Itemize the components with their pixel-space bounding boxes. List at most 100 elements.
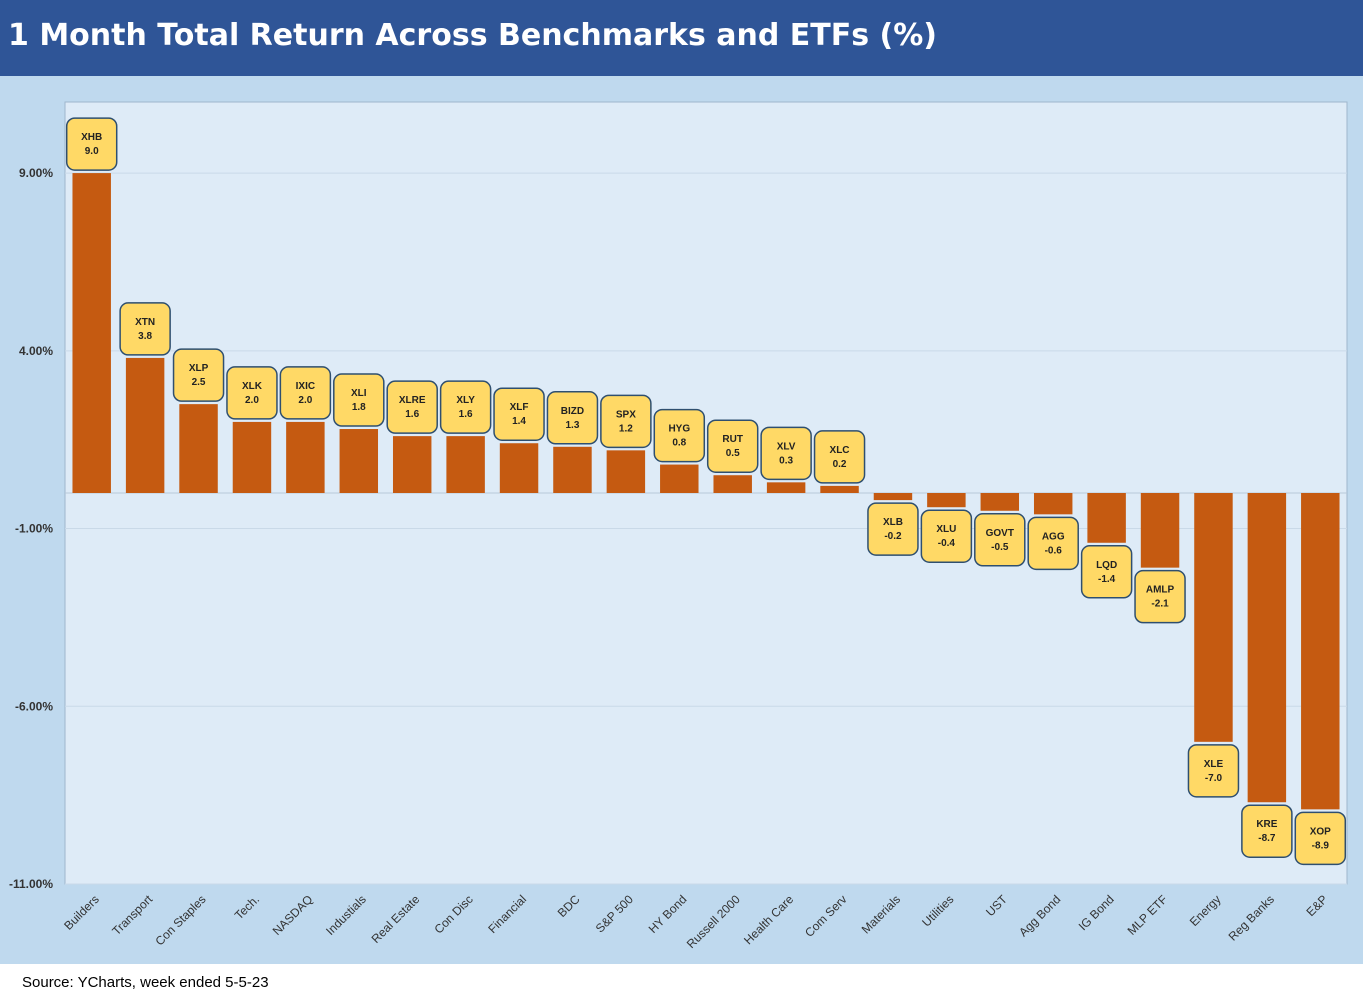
x-tick-label: Con Disc bbox=[431, 892, 475, 936]
ticker-label: XLB bbox=[883, 517, 903, 528]
x-tick-label: Utilities bbox=[919, 892, 956, 929]
bar bbox=[1140, 493, 1180, 568]
data-label-box bbox=[1187, 744, 1240, 798]
x-tick-label: Transport bbox=[109, 892, 155, 938]
bar bbox=[553, 446, 592, 493]
ticker-label: XLC bbox=[830, 445, 850, 456]
ticker-label: AGG bbox=[1042, 531, 1065, 542]
data-label-box bbox=[386, 380, 438, 434]
bar bbox=[820, 485, 859, 493]
data-label: 0.3 bbox=[779, 455, 793, 466]
y-tick-label: 4.00% bbox=[19, 344, 53, 358]
data-label: 1.3 bbox=[566, 420, 580, 431]
bar bbox=[1033, 493, 1073, 515]
bar bbox=[72, 173, 111, 493]
x-tick-label: E&P bbox=[1304, 892, 1331, 919]
data-label: 1.2 bbox=[619, 423, 633, 434]
data-label: 0.5 bbox=[726, 448, 740, 459]
data-label-box bbox=[760, 426, 812, 481]
data-label-box bbox=[867, 502, 919, 556]
bar bbox=[1087, 493, 1126, 543]
data-label-box bbox=[1080, 545, 1133, 599]
chart-area: 9.00% 4.00% -1.00% -6.00% -11.00% XHB 9.0 Build… bbox=[0, 76, 1363, 964]
data-label: -0.6 bbox=[1045, 545, 1063, 556]
ticker-label: XLY bbox=[456, 395, 475, 406]
bar bbox=[713, 475, 752, 493]
data-label-box bbox=[279, 366, 332, 420]
x-tick-label: Com Serv bbox=[802, 892, 850, 940]
y-tick-label: -6.00% bbox=[15, 699, 53, 713]
x-tick-label: Industials bbox=[323, 892, 369, 938]
y-tick-label: -1.00% bbox=[15, 522, 53, 536]
data-label-box bbox=[600, 394, 652, 449]
ticker-label: IXIC bbox=[296, 381, 315, 392]
bar bbox=[232, 421, 272, 493]
x-tick-label: NASDAQ bbox=[270, 892, 316, 938]
data-label: -8.7 bbox=[1258, 833, 1276, 844]
ticker-label: XTN bbox=[135, 317, 155, 328]
ticker-label: RUT bbox=[722, 434, 743, 445]
bar bbox=[980, 493, 1020, 511]
x-tick-label: Real Estate bbox=[369, 892, 423, 946]
x-tick-label: Reg Banks bbox=[1226, 892, 1277, 943]
data-label: 1.6 bbox=[459, 409, 473, 420]
ticker-label: XOP bbox=[1310, 826, 1331, 837]
data-label-box bbox=[546, 391, 599, 445]
source-note: Source: YCharts, week ended 5-5-23 bbox=[22, 974, 269, 991]
data-label: 1.8 bbox=[352, 402, 366, 413]
data-label-box bbox=[813, 430, 866, 484]
x-tick-label: Con Staples bbox=[153, 892, 209, 948]
x-tick-label: Materials bbox=[859, 892, 903, 936]
bar bbox=[499, 443, 539, 493]
ticker-label: XLU bbox=[936, 524, 956, 535]
data-label: -1.4 bbox=[1098, 574, 1116, 585]
x-tick-label: Russell 2000 bbox=[684, 892, 743, 951]
ticker-label: GOVT bbox=[986, 528, 1014, 539]
data-label: 9.0 bbox=[85, 146, 99, 157]
bar bbox=[1247, 493, 1287, 803]
ticker-label: SPX bbox=[616, 409, 636, 420]
data-label-box bbox=[1027, 516, 1079, 571]
data-label-box bbox=[706, 419, 759, 473]
x-tick-label: Builders bbox=[61, 892, 102, 933]
x-tick-label: Energy bbox=[1187, 892, 1224, 929]
title-bar: 1 Month Total Return Across Benchmarks a… bbox=[0, 0, 1363, 76]
data-label: -2.1 bbox=[1151, 599, 1169, 610]
data-label-box bbox=[65, 117, 118, 171]
data-label-box bbox=[333, 373, 385, 427]
ticker-label: HYG bbox=[668, 424, 690, 435]
x-tick-label: Financial bbox=[485, 892, 529, 936]
bar bbox=[446, 436, 485, 493]
x-tick-label: Tech. bbox=[232, 892, 262, 922]
x-tick-label: UST bbox=[983, 892, 1010, 919]
x-tick-label: BDC bbox=[555, 892, 583, 920]
data-label-box bbox=[119, 302, 171, 356]
ticker-label: AMLP bbox=[1146, 585, 1175, 596]
bar bbox=[873, 493, 913, 501]
data-label-box bbox=[1241, 804, 1293, 858]
data-label-box bbox=[493, 387, 545, 441]
ticker-label: XLP bbox=[189, 363, 209, 374]
ticker-label: LQD bbox=[1096, 560, 1117, 571]
ticker-label: XLF bbox=[510, 402, 529, 413]
data-label: 3.8 bbox=[138, 331, 152, 342]
bar bbox=[660, 464, 699, 493]
bar bbox=[766, 482, 806, 493]
bar bbox=[392, 436, 432, 493]
data-label: -7.0 bbox=[1205, 773, 1223, 784]
ticker-label: BIZD bbox=[561, 406, 584, 417]
y-tick-label: -11.00% bbox=[9, 877, 53, 891]
bar bbox=[606, 450, 646, 493]
data-label-box bbox=[1294, 811, 1347, 866]
ticker-label: XHB bbox=[81, 132, 102, 143]
data-label-box bbox=[974, 513, 1026, 567]
footer: Source: YCharts, week ended 5-5-23 bbox=[0, 964, 1363, 1000]
data-label: 2.5 bbox=[192, 377, 206, 388]
x-tick-label: HY Bond bbox=[646, 892, 690, 936]
y-tick-label: 9.00% bbox=[19, 166, 53, 180]
data-label-box bbox=[172, 348, 225, 402]
bar bbox=[339, 429, 379, 493]
bar bbox=[927, 493, 966, 508]
data-label: -0.5 bbox=[991, 542, 1009, 553]
x-tick-label: IG Bond bbox=[1076, 892, 1117, 933]
